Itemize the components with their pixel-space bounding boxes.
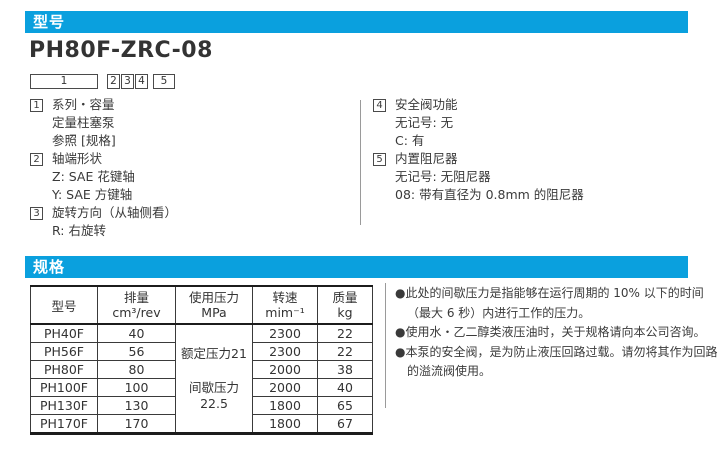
table-row: PH100F 100 2000 40	[30, 378, 373, 397]
item-number-badge: 5	[373, 153, 386, 166]
cell-speed: 2000	[252, 360, 318, 379]
item-title: 旋转方向（从轴侧看）	[52, 205, 178, 220]
cell-mass: 40	[317, 378, 373, 397]
cell-displacement: 100	[97, 378, 176, 397]
cell-model: PH80F	[30, 360, 98, 379]
item-line: 无记号: 无	[395, 115, 454, 130]
table-row: PH40F 40 额定压力21 间歇压力22.5 2300 22	[30, 323, 373, 434]
cell-displacement: 170	[97, 414, 176, 434]
model-number: PH80F-ZRC-08	[29, 38, 213, 63]
code-position-box-2: 2	[107, 74, 120, 89]
cell-model: PH100F	[30, 378, 98, 397]
spec-table: 型号 排量 cm³/rev 使用压力 MPa 转速 mim⁻¹ 质量	[30, 285, 373, 435]
cell-speed: 2300	[252, 323, 318, 343]
cell-model: PH56F	[30, 342, 98, 361]
header-line: 使用压力	[188, 290, 239, 305]
header-line: 排量	[123, 290, 149, 305]
cell-displacement: 56	[97, 342, 176, 361]
item-line: R: 右旋转	[52, 223, 106, 238]
spec-section-title: 规格	[33, 258, 66, 276]
table-row: PH130F 130 1800 65	[30, 396, 373, 415]
header-line: MPa	[201, 305, 227, 320]
cell-model: PH130F	[30, 396, 98, 415]
code-position-box-3: 3	[121, 74, 134, 89]
table-row: PH170F 170 1800 67	[30, 414, 373, 434]
cell-speed: 2300	[252, 342, 318, 361]
note-item: ●本泵的安全阀，是为防止液压回路过载。请勿将其作为回路的溢流阀使用。	[395, 344, 718, 379]
model-items-left-column: 1 系列・容量 定量柱塞泵 参照 [规格] 2 轴端形状 Z: SAE 花键轴 Y:…	[30, 96, 350, 240]
pressure-rated: 额定压力21	[181, 345, 247, 361]
header-line: 质量	[332, 290, 358, 305]
item-line: Y: SAE 方键轴	[52, 187, 133, 202]
note-item: ●此处的间歇压力是指能够在运行周期的 10% 以下的时间（最大 6 秒）内进行工…	[395, 286, 704, 320]
item-line: C: 有	[395, 133, 425, 148]
cell-model: PH170F	[30, 414, 98, 434]
model-item-3: 3 旋转方向（从轴侧看） R: 右旋转	[30, 204, 350, 240]
col-header-mass: 质量 kg	[317, 285, 373, 325]
item-line: 08: 带有直径为 0.8mm 的阻尼器	[395, 187, 584, 202]
item-head: 5 内置阻尼器	[373, 150, 713, 168]
cell-mass: 22	[317, 323, 373, 343]
header-line: cm³/rev	[112, 305, 161, 320]
cell-mass: 38	[317, 360, 373, 379]
model-item-5: 5 内置阻尼器 无记号: 无阻尼器 08: 带有直径为 0.8mm 的阻尼器	[373, 150, 713, 204]
model-item-2: 2 轴端形状 Z: SAE 花键轴 Y: SAE 方键轴	[30, 150, 350, 204]
cell-speed: 1800	[252, 396, 318, 415]
cell-speed: 2000	[252, 378, 318, 397]
col-header-model: 型号	[30, 285, 98, 325]
spec-table-header-row: 型号 排量 cm³/rev 使用压力 MPa 转速 mim⁻¹ 质量	[30, 285, 373, 325]
header-line: 转速	[272, 290, 298, 305]
model-item-1: 1 系列・容量 定量柱塞泵 参照 [规格]	[30, 96, 350, 150]
code-position-box-5: 5	[153, 74, 175, 89]
cell-displacement: 80	[97, 360, 176, 379]
code-position-box-4: 4	[135, 74, 148, 89]
cell-mass: 65	[317, 396, 373, 415]
model-section-title: 型号	[33, 13, 66, 31]
cell-speed: 1800	[252, 414, 318, 434]
spec-section-header-bar: 规格	[25, 256, 688, 278]
item-number-badge: 2	[30, 153, 43, 166]
col-header-pressure: 使用压力 MPa	[175, 285, 253, 325]
item-number-badge: 3	[30, 207, 43, 220]
item-title: 内置阻尼器	[395, 151, 458, 166]
note-item: ●使用水・乙二醇类液压油时，关于规格请向本公司咨询。	[395, 325, 706, 339]
notes-list: ●此处的间歇压力是指能够在运行周期的 10% 以下的时间（最大 6 秒）内进行工…	[395, 284, 719, 382]
pressure-intermittent: 间歇压力22.5	[188, 379, 239, 411]
item-title: 安全阀功能	[395, 97, 458, 112]
item-line: 参照 [规格]	[52, 133, 116, 148]
item-title: 轴端形状	[52, 151, 103, 166]
spec-notes-divider	[385, 283, 386, 408]
cell-mass: 67	[317, 414, 373, 434]
model-section-header-bar: 型号	[25, 11, 688, 33]
col-header-displacement: 排量 cm³/rev	[97, 285, 176, 325]
model-item-4: 4 安全阀功能 无记号: 无 C: 有	[373, 96, 713, 150]
cell-pressure-merged: 额定压力21 间歇压力22.5	[175, 323, 253, 434]
item-line: 定量柱塞泵	[52, 115, 115, 130]
col-header-speed: 转速 mim⁻¹	[252, 285, 318, 325]
item-line: 无记号: 无阻尼器	[395, 169, 491, 184]
header-line: mim⁻¹	[265, 305, 305, 320]
item-line: Z: SAE 花键轴	[52, 169, 135, 184]
spec-table-wrapper: 型号 排量 cm³/rev 使用压力 MPa 转速 mim⁻¹ 质量	[30, 285, 373, 435]
item-head: 2 轴端形状	[30, 150, 350, 168]
cell-displacement: 130	[97, 396, 176, 415]
header-line: kg	[337, 305, 353, 320]
item-head: 4 安全阀功能	[373, 96, 713, 114]
cell-model: PH40F	[30, 323, 98, 343]
item-head: 3 旋转方向（从轴侧看）	[30, 204, 350, 222]
code-position-box-1: 1	[30, 74, 98, 89]
cell-displacement: 40	[97, 323, 176, 343]
item-number-badge: 4	[373, 99, 386, 112]
item-head: 1 系列・容量	[30, 96, 350, 114]
item-number-badge: 1	[30, 99, 43, 112]
cell-mass: 22	[317, 342, 373, 361]
model-columns-divider	[360, 100, 361, 225]
item-title: 系列・容量	[52, 97, 115, 112]
model-items-right-column: 4 安全阀功能 无记号: 无 C: 有 5 内置阻尼器 无记号: 无阻尼器 08: …	[373, 96, 713, 204]
